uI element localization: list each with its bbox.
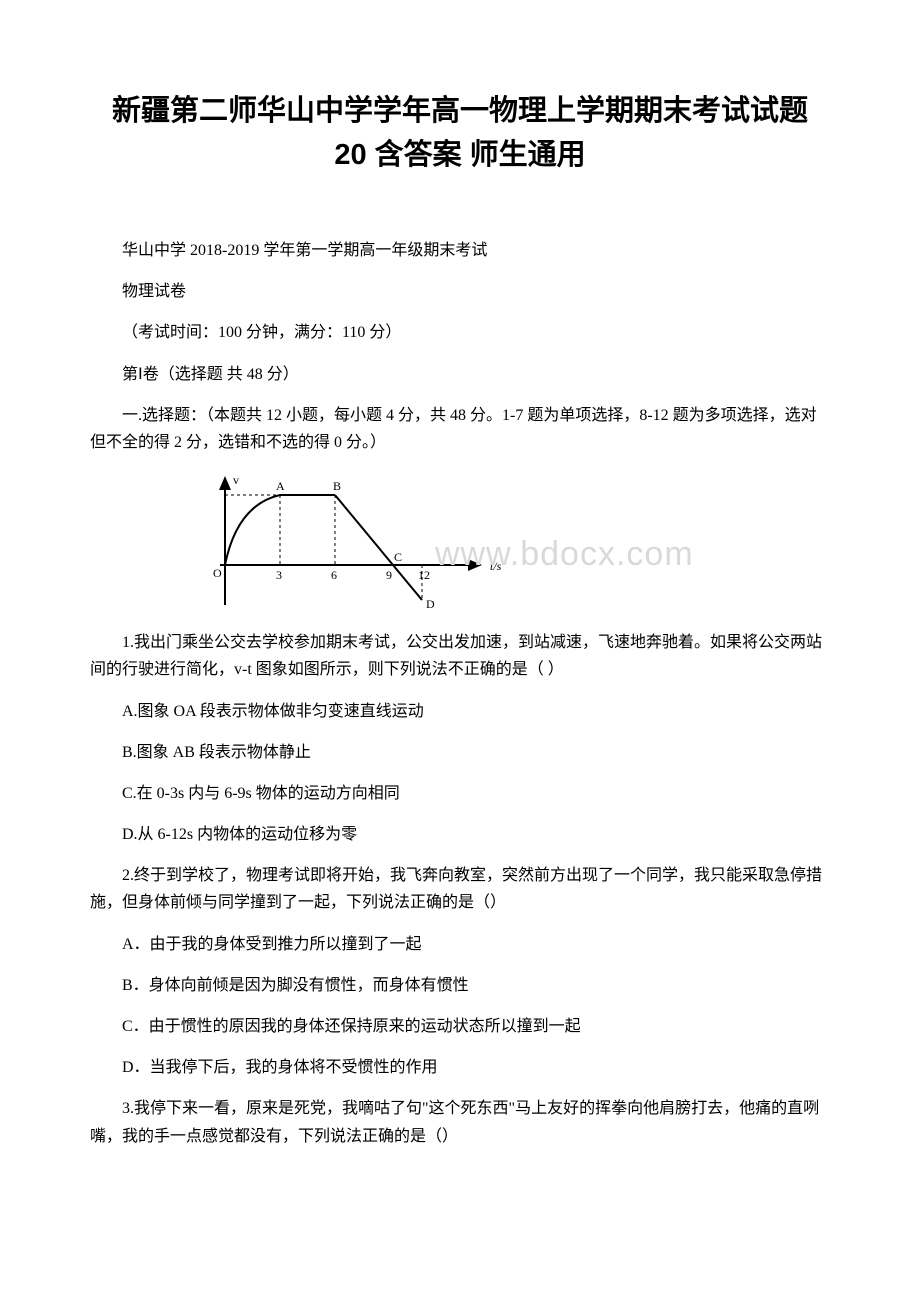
- q1-option-c: C.在 0-3s 内与 6-9s 物体的运动方向相同: [90, 780, 830, 807]
- q2-option-d: D．当我停下后，我的身体将不受惯性的作用: [90, 1054, 830, 1081]
- q2-option-c: C．由于惯性的原因我的身体还保持原来的运动状态所以撞到一起: [90, 1013, 830, 1040]
- school-line: 华山中学 2018-2019 学年第一学期高一年级期末考试: [90, 237, 830, 264]
- svg-text:12: 12: [418, 568, 430, 582]
- part1-heading: 第Ⅰ卷（选择题 共 48 分）: [90, 361, 830, 388]
- svg-text:A: A: [276, 479, 285, 493]
- section1-heading: 一.选择题：（本题共 12 小题，每小题 4 分，共 48 分。1-7 题为单项…: [90, 402, 830, 456]
- svg-text:C: C: [394, 550, 402, 564]
- vt-svg: v t/s 3 6 9 12 O A B C D: [200, 470, 510, 610]
- svg-text:B: B: [333, 479, 341, 493]
- svg-text:6: 6: [331, 568, 337, 582]
- q1-option-a: A.图象 OA 段表示物体做非匀变速直线运动: [90, 698, 830, 725]
- q1-stem: 1.我出门乘坐公交去学校参加期末考试，公交出发加速，到站减速，飞速地奔驰着。如果…: [90, 629, 830, 683]
- svg-text:9: 9: [386, 568, 392, 582]
- svg-text:D: D: [426, 597, 435, 610]
- svg-text:t/s: t/s: [490, 559, 502, 573]
- svg-text:O: O: [213, 566, 222, 580]
- svg-text:3: 3: [276, 568, 282, 582]
- document-title: 新疆第二师华山中学学年高一物理上学期期末考试试题 20 含答案 师生通用: [90, 90, 830, 177]
- title-line-1: 新疆第二师华山中学学年高一物理上学期期末考试试题: [90, 90, 830, 134]
- vt-diagram: vt/s36912OABCD www.bdocx.com: [200, 470, 830, 615]
- q2-option-b: B．身体向前倾是因为脚没有惯性，而身体有惯性: [90, 972, 830, 999]
- q2-option-a: A．由于我的身体受到推力所以撞到了一起: [90, 931, 830, 958]
- exam-time-line: （考试时间：100 分钟，满分：110 分）: [90, 319, 830, 346]
- title-line-2: 20 含答案 师生通用: [90, 134, 830, 178]
- svg-text:v: v: [233, 473, 239, 487]
- subject-line: 物理试卷: [90, 278, 830, 305]
- q3-stem: 3.我停下来一看，原来是死党，我嘀咕了句"这个死东西"马上友好的挥拳向他肩膀打去…: [90, 1095, 830, 1149]
- q1-option-d: D.从 6-12s 内物体的运动位移为零: [90, 821, 830, 848]
- q2-stem: 2.终于到学校了，物理考试即将开始，我飞奔向教室，突然前方出现了一个同学，我只能…: [90, 862, 830, 916]
- q1-option-b: B.图象 AB 段表示物体静止: [90, 739, 830, 766]
